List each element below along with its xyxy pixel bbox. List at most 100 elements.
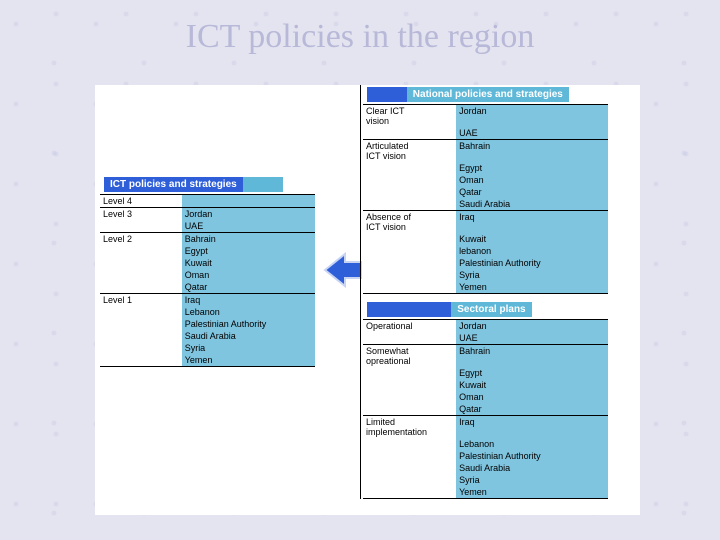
- country-cell: Qatar: [456, 403, 608, 416]
- table-row: Saudi Arabia: [363, 198, 608, 211]
- level-cell: [363, 281, 456, 294]
- country-cell: Syria: [182, 342, 315, 354]
- right-bottom-table-body: OperationalJordanUAESomewhat opreational…: [363, 319, 608, 499]
- country-cell: Syria: [456, 269, 608, 281]
- level-cell: Operational: [363, 320, 456, 333]
- right-top-header-blue: [367, 87, 407, 102]
- country-cell: Bahrain: [456, 345, 608, 368]
- table-row: Palestinian Authority: [363, 257, 608, 269]
- table-row: Qatar: [363, 403, 608, 416]
- table-row: Saudi Arabia: [363, 462, 608, 474]
- table-row: Qatar: [363, 186, 608, 198]
- left-table: ICT policies and strategies Level 4Level…: [100, 175, 315, 367]
- table-row: Qatar: [100, 281, 315, 294]
- country-cell: Saudi Arabia: [182, 330, 315, 342]
- table-row: Saudi Arabia: [100, 330, 315, 342]
- table-row: Absence ofICT visionIraq: [363, 211, 608, 234]
- level-cell: [363, 198, 456, 211]
- country-cell: Jordan: [456, 320, 608, 333]
- left-table-body: Level 4Level 3JordanUAELevel 2BahrainEgy…: [100, 194, 315, 367]
- level-cell: Level 2: [100, 233, 182, 246]
- table-row: Yemen: [100, 354, 315, 367]
- table-row: Limited implementationIraq: [363, 416, 608, 439]
- level-cell: [363, 245, 456, 257]
- level-cell: Level 4: [100, 195, 182, 208]
- country-cell: Oman: [182, 269, 315, 281]
- country-cell: UAE: [456, 332, 608, 345]
- level-cell: [100, 257, 182, 269]
- country-cell: Palestinian Authority: [182, 318, 315, 330]
- table-row: Syria: [363, 474, 608, 486]
- table-row: Egypt: [363, 162, 608, 174]
- country-cell: Lebanon: [182, 306, 315, 318]
- table-row: lebanon: [363, 245, 608, 257]
- level-cell: [363, 462, 456, 474]
- table-row: Level 3Jordan: [100, 208, 315, 221]
- right-top-table-body: Clear ICTvisionJordanUAEArticulatedICT v…: [363, 104, 608, 294]
- country-cell: Syria: [456, 474, 608, 486]
- level-cell: Level 1: [100, 294, 182, 307]
- right-top-header-cyan: National policies and strategies: [407, 87, 569, 102]
- table-row: Lebanon: [363, 438, 608, 450]
- country-cell: Jordan: [456, 105, 608, 128]
- country-cell: Egypt: [456, 162, 608, 174]
- country-cell: UAE: [456, 127, 608, 140]
- level-cell: [363, 486, 456, 499]
- level-cell: [100, 245, 182, 257]
- left-header-blue: ICT policies and strategies: [104, 177, 243, 192]
- country-cell: Egypt: [456, 367, 608, 379]
- level-cell: [363, 403, 456, 416]
- country-cell: Egypt: [182, 245, 315, 257]
- level-cell: [363, 233, 456, 245]
- country-cell: Kuwait: [456, 233, 608, 245]
- table-row: UAE: [363, 332, 608, 345]
- country-cell: Kuwait: [456, 379, 608, 391]
- right-bottom-header: Sectoral plans: [363, 300, 608, 319]
- country-cell: Lebanon: [456, 438, 608, 450]
- left-header-cyan: [243, 177, 283, 192]
- table-row: Somewhat opreationalBahrain: [363, 345, 608, 368]
- right-column: National policies and strategies Clear I…: [360, 85, 608, 499]
- country-cell: Oman: [456, 391, 608, 403]
- country-cell: Iraq: [456, 416, 608, 439]
- table-row: UAE: [100, 220, 315, 233]
- country-cell: Jordan: [182, 208, 315, 221]
- table-row: Level 4: [100, 195, 315, 208]
- country-cell: Bahrain: [182, 233, 315, 246]
- arrow-icon: [323, 250, 363, 290]
- table-row: Egypt: [363, 367, 608, 379]
- level-cell: [100, 354, 182, 367]
- level-cell: Somewhat opreational: [363, 345, 456, 368]
- level-cell: [363, 474, 456, 486]
- table-row: Yemen: [363, 486, 608, 499]
- table-row: Kuwait: [100, 257, 315, 269]
- level-cell: [100, 342, 182, 354]
- right-top-table: National policies and strategies Clear I…: [363, 85, 608, 294]
- country-cell: Bahrain: [456, 140, 608, 163]
- level-cell: Absence ofICT vision: [363, 211, 456, 234]
- table-row: Oman: [100, 269, 315, 281]
- content-area: ICT policies and strategies Level 4Level…: [95, 85, 640, 515]
- table-row: ArticulatedICT visionBahrain: [363, 140, 608, 163]
- country-cell: Yemen: [182, 354, 315, 367]
- table-row: Clear ICTvisionJordan: [363, 105, 608, 128]
- table-row: Oman: [363, 174, 608, 186]
- level-cell: [100, 318, 182, 330]
- level-cell: Level 3: [100, 208, 182, 221]
- level-cell: [100, 330, 182, 342]
- level-cell: [363, 367, 456, 379]
- level-cell: [363, 127, 456, 140]
- right-bottom-table: Sectoral plans OperationalJordanUAESomew…: [363, 300, 608, 499]
- level-cell: Limited implementation: [363, 416, 456, 439]
- country-cell: lebanon: [456, 245, 608, 257]
- level-cell: ArticulatedICT vision: [363, 140, 456, 163]
- country-cell: Qatar: [182, 281, 315, 294]
- table-row: Kuwait: [363, 233, 608, 245]
- table-row: Syria: [363, 269, 608, 281]
- country-cell: Iraq: [456, 211, 608, 234]
- table-row: Egypt: [100, 245, 315, 257]
- level-cell: [363, 162, 456, 174]
- table-row: Oman: [363, 391, 608, 403]
- level-cell: [363, 450, 456, 462]
- country-cell: UAE: [182, 220, 315, 233]
